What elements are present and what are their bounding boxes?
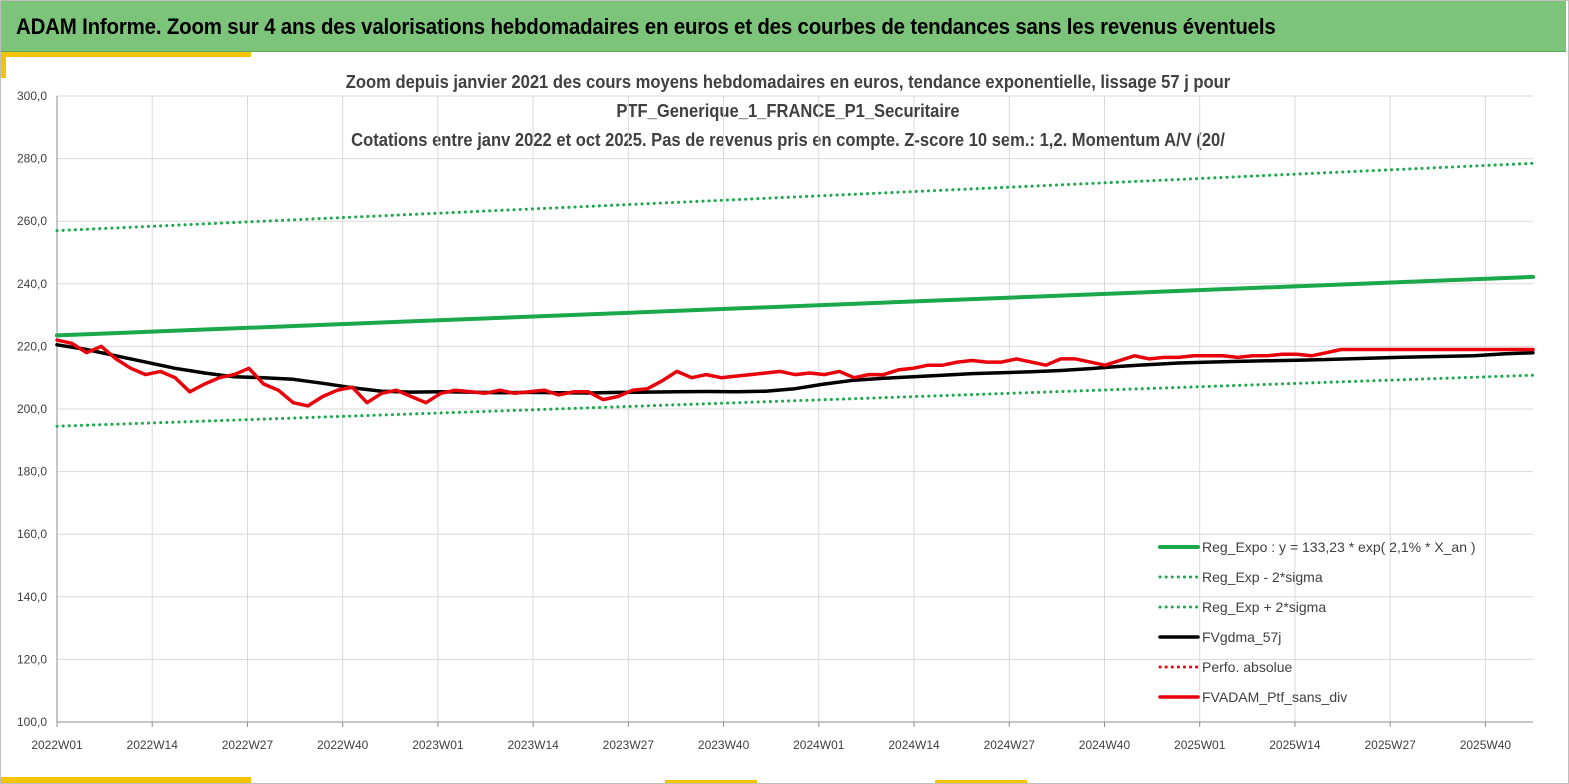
x-tick-label: 2025W27 bbox=[1364, 738, 1416, 752]
legend-label: Reg_Exp - 2*sigma bbox=[1202, 569, 1323, 585]
y-tick-label: 240,0 bbox=[17, 277, 47, 291]
y-tick-label: 180,0 bbox=[17, 465, 47, 479]
legend-label: Perfo. absolue bbox=[1202, 659, 1292, 675]
accent-bar-left bbox=[1, 52, 6, 78]
x-tick-label: 2023W01 bbox=[412, 738, 464, 752]
trend-lower-band bbox=[55, 373, 1535, 428]
x-tick-label: 2022W40 bbox=[317, 738, 369, 752]
accent-bar-bottom-1 bbox=[665, 780, 757, 783]
accent-bar-bottom-2 bbox=[935, 780, 1027, 783]
y-tick-label: 100,0 bbox=[17, 715, 47, 729]
chart-title-line-2: PTF_Generique_1_FRANCE_P1_Securitaire bbox=[616, 101, 960, 121]
x-tick-label: 2023W14 bbox=[507, 738, 559, 752]
x-tick-label: 2023W27 bbox=[603, 738, 655, 752]
x-tick-label: 2022W27 bbox=[222, 738, 274, 752]
trend-upper-band bbox=[55, 161, 1535, 233]
legend-label: Reg_Exp + 2*sigma bbox=[1202, 599, 1326, 615]
portfolio-line bbox=[55, 338, 1535, 408]
x-tick-label: 2024W01 bbox=[793, 738, 845, 752]
x-tick-label: 2025W40 bbox=[1460, 738, 1512, 752]
x-tick-label: 2023W40 bbox=[698, 738, 750, 752]
x-tick-label: 2022W01 bbox=[31, 738, 83, 752]
chart-title-line-3: Cotations entre janv 2022 et oct 2025. P… bbox=[351, 130, 1225, 150]
y-tick-label: 220,0 bbox=[17, 339, 47, 353]
y-tick-label: 260,0 bbox=[17, 214, 47, 228]
y-tick-label: 200,0 bbox=[17, 402, 47, 416]
y-tick-label: 120,0 bbox=[17, 652, 47, 666]
legend-label: Reg_Expo : y = 133,23 * exp( 2,1% * X_an… bbox=[1202, 539, 1476, 555]
x-tick-label: 2025W14 bbox=[1269, 738, 1321, 752]
legend-label: FVgdma_57j bbox=[1202, 629, 1281, 645]
page-title: ADAM Informe. Zoom sur 4 ans des valoris… bbox=[16, 14, 1276, 39]
x-tick-label: 2022W14 bbox=[127, 738, 179, 752]
x-tick-label: 2024W40 bbox=[1079, 738, 1131, 752]
chart-title: Zoom depuis janvier 2021 des cours moyen… bbox=[160, 68, 1416, 155]
accent-bar-top bbox=[1, 52, 251, 57]
y-tick-label: 300,0 bbox=[17, 89, 47, 103]
y-tick-label: 140,0 bbox=[17, 590, 47, 604]
x-tick-label: 2024W27 bbox=[984, 738, 1036, 752]
trend-line bbox=[55, 274, 1535, 338]
x-tick-label: 2024W14 bbox=[888, 738, 940, 752]
x-tick-label: 2025W01 bbox=[1174, 738, 1226, 752]
y-tick-label: 160,0 bbox=[17, 527, 47, 541]
moving-average-line bbox=[55, 343, 1535, 395]
legend-label: FVADAM_Ptf_sans_div bbox=[1202, 689, 1347, 705]
chart-title-line-1: Zoom depuis janvier 2021 des cours moyen… bbox=[345, 72, 1231, 92]
accent-bar-bottom-left bbox=[1, 777, 251, 783]
y-tick-label: 280,0 bbox=[17, 152, 47, 166]
header-bar: ADAM Informe. Zoom sur 4 ans des valoris… bbox=[1, 1, 1566, 52]
